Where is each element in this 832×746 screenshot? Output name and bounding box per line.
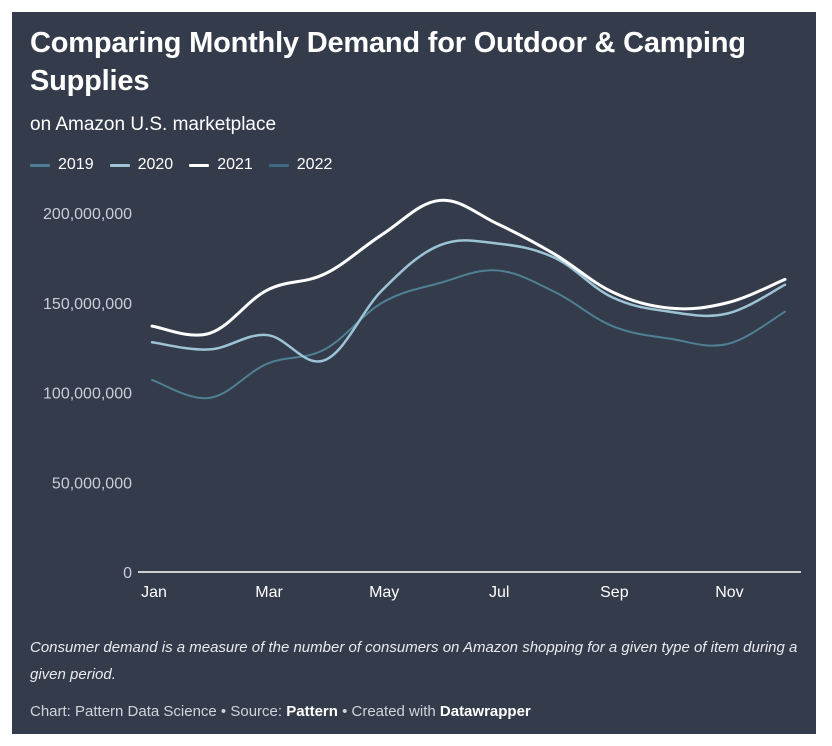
x-axis: Jan Mar May Jul Sep Nov [138, 571, 801, 601]
chart-title: Comparing Monthly Demand for Outdoor & C… [30, 27, 746, 97]
legend-label-2019: 2019 [58, 156, 94, 173]
x-tick-label: Jan [141, 584, 167, 601]
x-tick-label: May [369, 584, 399, 601]
legend-label-2021: 2021 [217, 156, 253, 173]
footer-chart-credit: Chart: Pattern Data Science [30, 703, 217, 720]
legend-item-2021[interactable]: 2021 [189, 156, 253, 174]
chart-subtitle: on Amazon U.S. marketplace [30, 114, 277, 135]
footer-separator: • [337, 703, 352, 720]
x-tick-label: Mar [255, 584, 283, 601]
x-tick-label: Jul [489, 584, 509, 601]
y-tick-label: 150,000,000 [43, 296, 132, 313]
footer-separator: • [216, 703, 231, 720]
y-tick-label: 200,000,000 [43, 206, 132, 223]
series-line-2021[interactable] [150, 198, 787, 337]
series-line-2020[interactable] [150, 239, 787, 363]
legend-swatch-2022 [268, 163, 289, 167]
legend-item-2019[interactable]: 2019 [30, 156, 94, 174]
legend-label-2022: 2022 [296, 156, 333, 173]
x-tick-label: Nov [715, 584, 743, 601]
legend-item-2020[interactable]: 2020 [109, 156, 174, 174]
legend-swatch-2021 [189, 163, 210, 167]
footer-source-prefix: Source: [230, 703, 287, 720]
footer-datawrapper-link[interactable]: Datawrapper [439, 703, 531, 720]
chart-panel: Comparing Monthly Demand for Outdoor & C… [12, 12, 816, 734]
x-tick-label: Sep [600, 584, 629, 601]
chart-footer: Chart: Pattern Data Science • Source: Pa… [30, 701, 531, 723]
y-tick-label: 100,000,000 [43, 386, 132, 403]
footer-created-prefix: Created with [351, 703, 440, 720]
footer-source-link[interactable]: Pattern [286, 703, 338, 720]
legend-swatch-2020 [109, 163, 130, 167]
chart-notes: Consumer demand is a measure of the numb… [30, 639, 798, 683]
series-line-2019[interactable] [151, 269, 786, 400]
y-tick-label: 50,000,000 [52, 475, 132, 492]
legend-label-2020: 2020 [137, 156, 174, 173]
legend-item-2022[interactable]: 2022 [268, 156, 333, 174]
y-tick-label: 0 [123, 565, 132, 582]
legend-swatch-2019 [30, 163, 50, 167]
y-axis: 0 50,000,000 100,000,000 150,000,000 200,000… [43, 206, 132, 582]
series-lines [150, 198, 787, 400]
legend: 2019 2020 2021 2022 [30, 156, 348, 174]
